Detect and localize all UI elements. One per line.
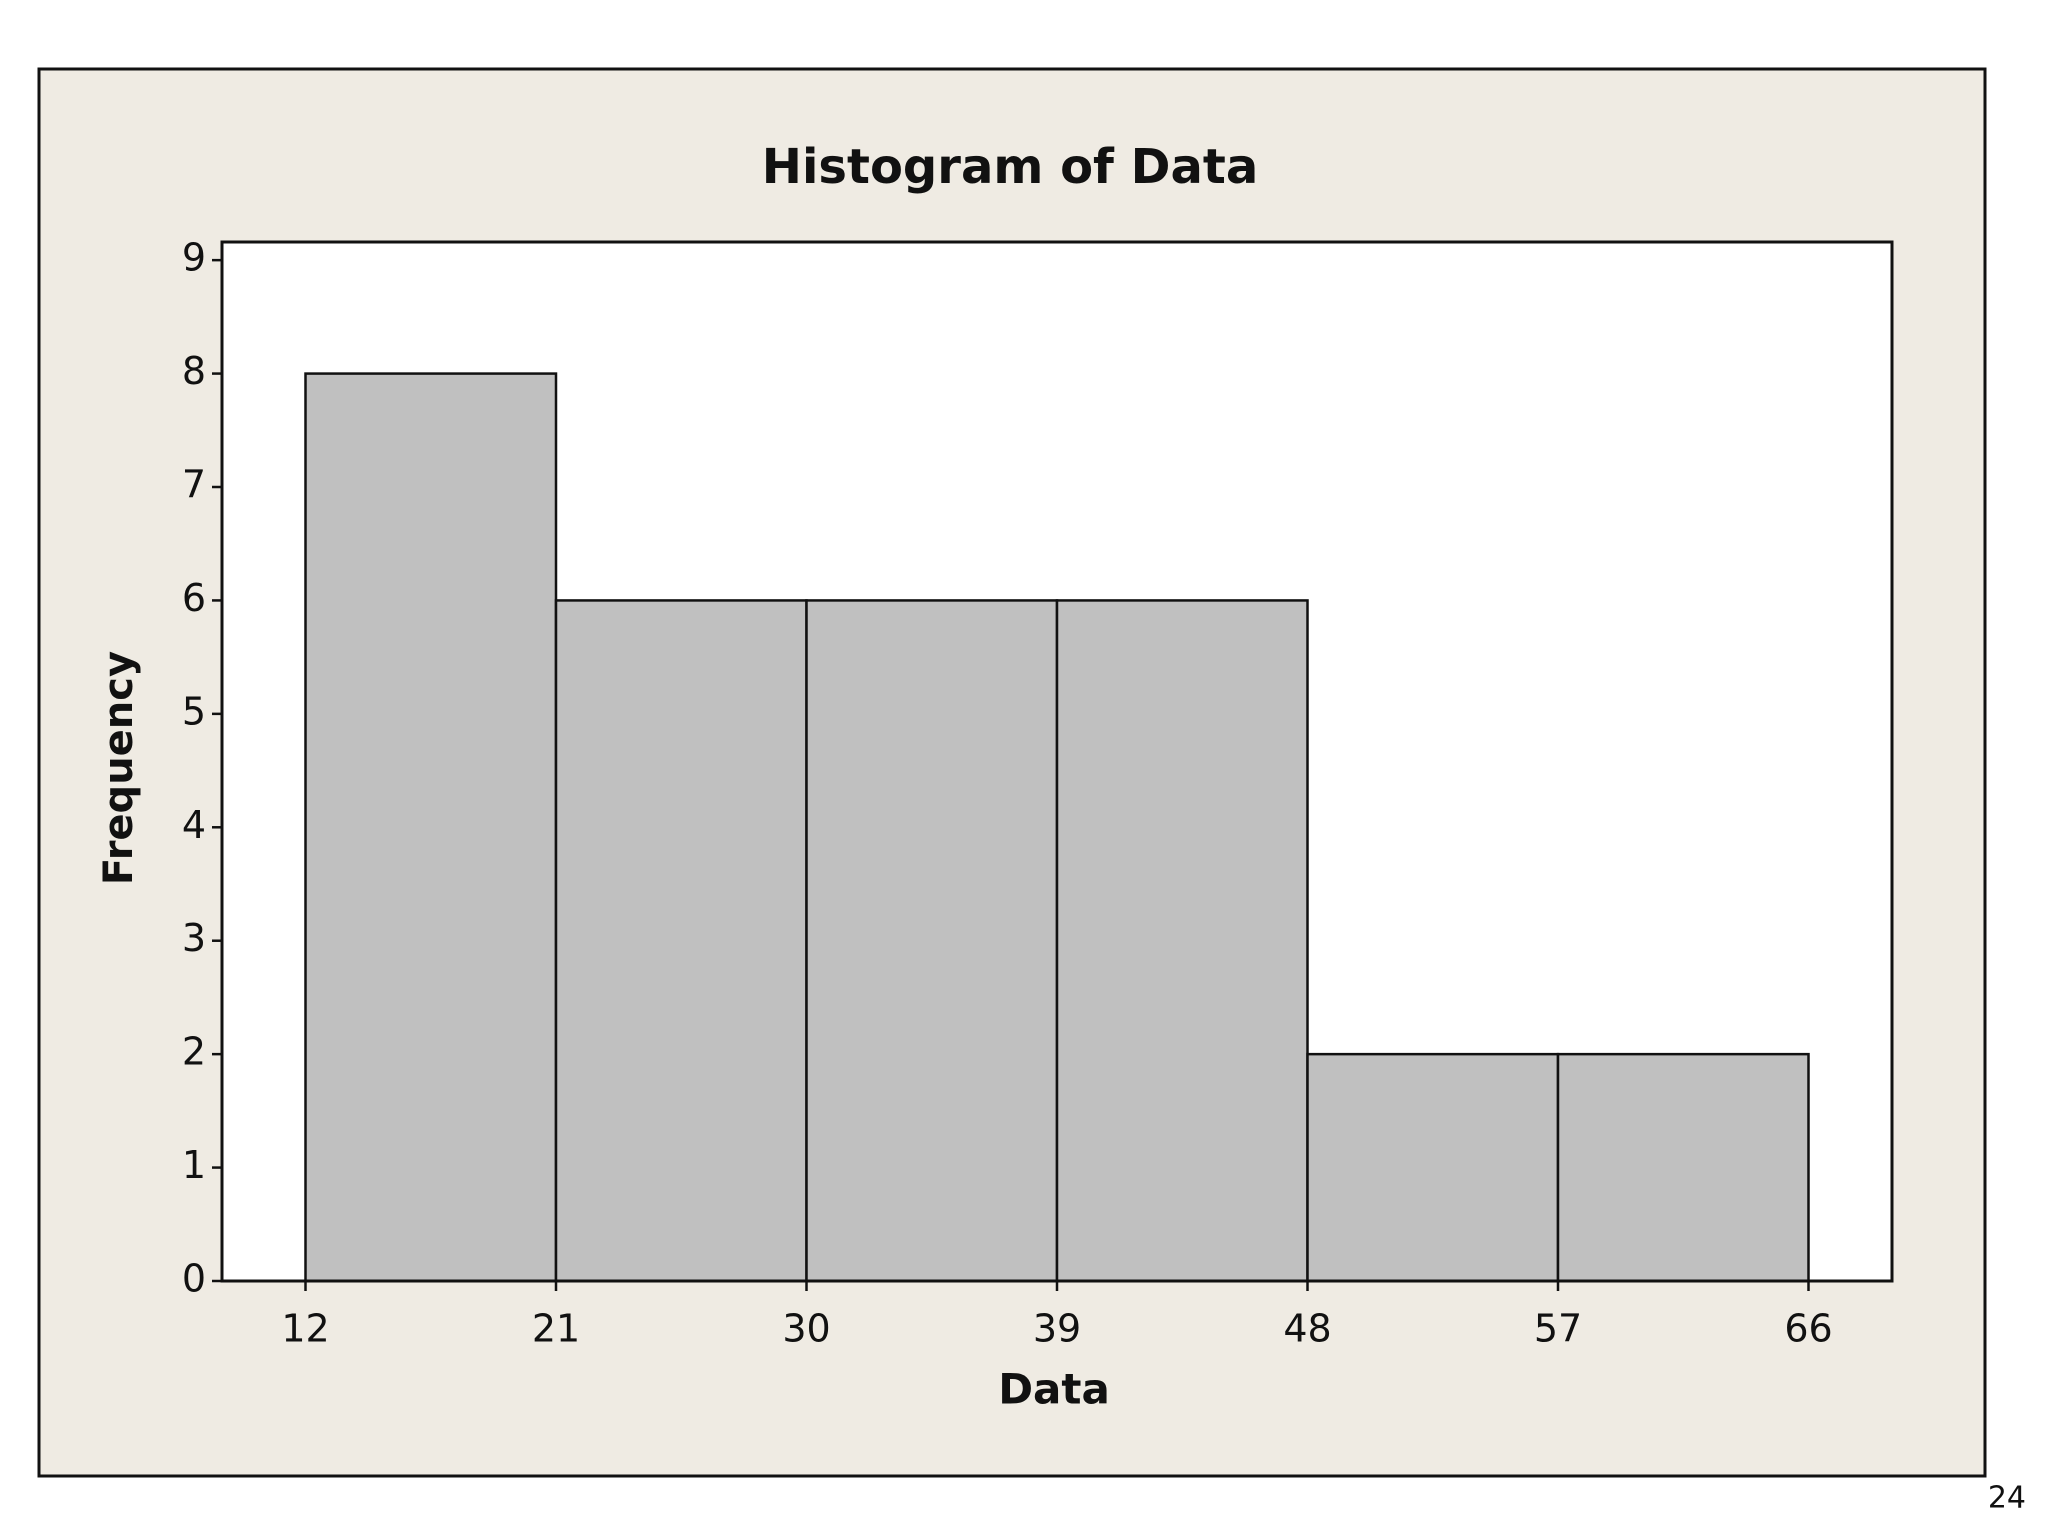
y-tick-label: 8 [182,349,206,393]
x-tick-label: 21 [532,1307,580,1351]
y-tick-label: 7 [182,463,206,507]
x-axis-label: Data [998,1365,1110,1414]
y-tick-label: 9 [182,236,206,280]
bar [805,599,1059,1283]
page-number: 24 [1988,1481,2026,1516]
y-tick-label: 6 [182,576,206,620]
x-tick-label: 48 [1283,1307,1331,1351]
bar [1055,599,1309,1283]
y-tick-label: 2 [182,1030,206,1074]
y-tick-label: 4 [182,803,206,847]
bar [1556,1052,1810,1283]
y-tick-label: 0 [182,1257,206,1301]
y-tick-label: 1 [182,1143,206,1187]
y-axis-label: Frequency [96,651,142,885]
y-tick-label: 5 [182,689,206,733]
x-tick-label: 39 [1033,1307,1081,1351]
y-tick-label: 3 [182,916,206,960]
bar [1306,1052,1560,1283]
x-tick-label: 30 [782,1307,830,1351]
bar [304,372,558,1283]
x-tick-label: 66 [1784,1307,1832,1351]
x-tick-label: 12 [281,1307,329,1351]
chart-title: Histogram of Data [762,139,1258,195]
x-tick-label: 57 [1534,1307,1582,1351]
bar [554,599,808,1283]
